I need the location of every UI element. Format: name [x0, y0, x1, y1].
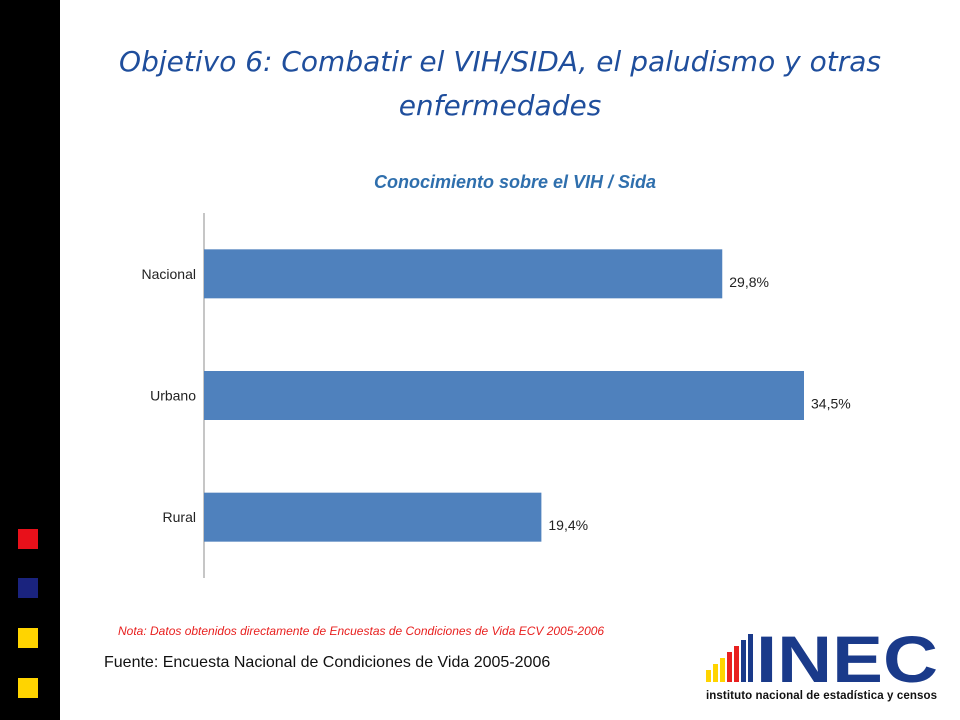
- bar-chart: Nacional 29,8% Urbano 34,5% Rural 19,4%: [142, 213, 851, 578]
- category-label-urbano: Urbano: [150, 388, 196, 404]
- yellow-square-decor-2: [18, 678, 38, 698]
- inec-logo-graphic: INEC: [706, 622, 938, 696]
- slide-title: Objetivo 6: Combatir el VIH/SIDA, el pal…: [119, 45, 881, 122]
- decorative-sidebar: [0, 0, 60, 720]
- value-label-rural: 19,4%: [548, 517, 588, 533]
- navy-square-decor: [18, 578, 38, 598]
- bar-nacional: [204, 249, 723, 299]
- value-label-nacional: 29,8%: [729, 274, 769, 290]
- category-label-rural: Rural: [163, 509, 196, 525]
- chart-title: Conocimiento sobre el VIH / Sida: [373, 172, 657, 192]
- logo-subtitle: instituto nacional de estadística y cens…: [706, 690, 938, 702]
- bar-urbano: [204, 371, 804, 420]
- category-label-nacional: Nacional: [142, 266, 196, 282]
- inec-logo: INEC instituto nacional de estadística y…: [698, 618, 948, 702]
- value-label-urbano: 34,5%: [811, 396, 851, 412]
- logo-wordmark: INEC: [756, 622, 938, 688]
- yellow-square-decor: [18, 628, 38, 648]
- note-text: Nota: Datos obtenidos directamente de En…: [118, 624, 605, 638]
- bar-rural: [204, 492, 542, 542]
- source-text: Fuente: Encuesta Nacional de Condiciones…: [104, 654, 551, 671]
- red-square-decor: [18, 529, 38, 549]
